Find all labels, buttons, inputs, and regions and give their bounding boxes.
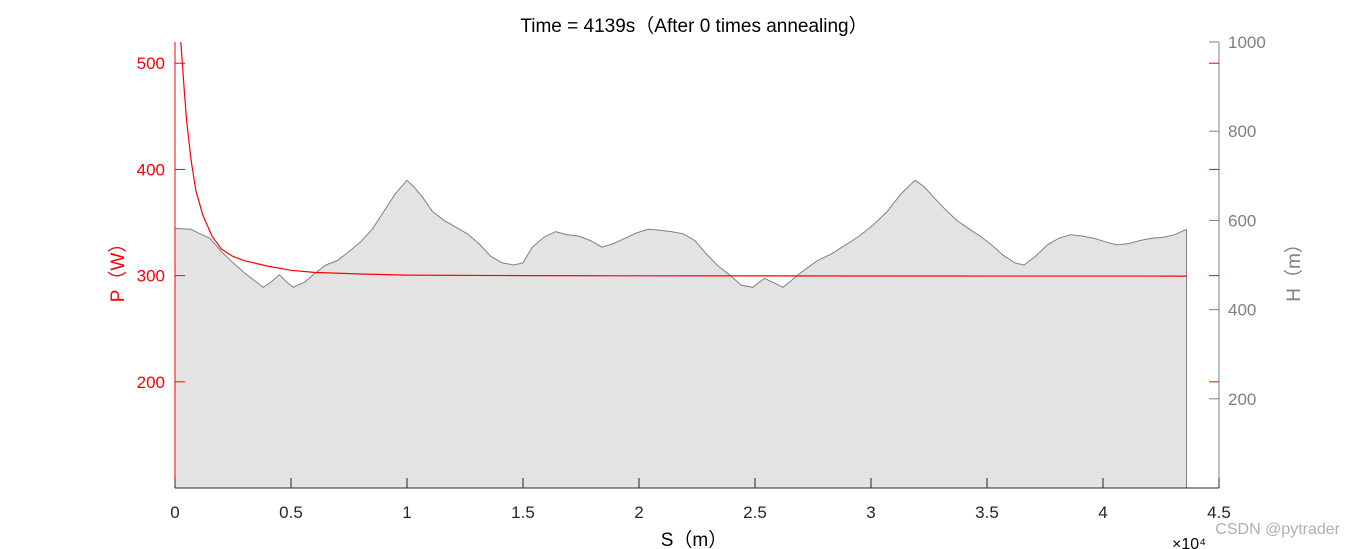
x-tick-label: 1.5 [511,503,535,522]
right-y-tick-label: 1000 [1228,33,1266,52]
x-axis-label: S（m） [661,529,728,549]
x-tick-label: 1 [402,503,411,522]
left-y-tick-label: 200 [137,373,165,392]
left-y-tick-label: 500 [137,54,165,73]
x-exponent-label: ×10⁴ [1172,536,1206,549]
x-tick-label: 4.5 [1207,503,1231,522]
x-tick-label: 0.5 [279,503,303,522]
left-y-tick-label: 400 [137,160,165,179]
x-tick-label: 3 [866,503,875,522]
left-y-tick-label: 300 [137,267,165,286]
right-y-tick-label: 800 [1228,122,1256,141]
x-tick-label: 2 [634,503,643,522]
left-y-axis-label: P（W） [107,234,129,303]
x-tick-label: 0 [170,503,179,522]
watermark: CSDN @pytrader [1215,521,1340,538]
right-y-tick-label: 400 [1228,301,1256,320]
axes: 0 0.5 1 1.5 2 2.5 3 3.5 4 4.5 200 300 400 500 200 400 60… [137,33,1266,522]
right-y-tick-label: 200 [1228,390,1256,409]
right-y-tick-label: 600 [1228,211,1256,230]
right-y-axis-label: H（m） [1283,234,1305,302]
elevation-area-fill [175,180,1187,488]
x-tick-label: 4 [1098,503,1107,522]
plot-area [175,42,1188,488]
elevation-profile-line [175,179,1187,288]
power-line [180,42,1187,277]
chart-title: Time = 4139s（After 0 times annealing） [520,15,867,37]
x-tick-label: 3.5 [975,503,999,522]
x-tick-label: 2.5 [743,503,767,522]
